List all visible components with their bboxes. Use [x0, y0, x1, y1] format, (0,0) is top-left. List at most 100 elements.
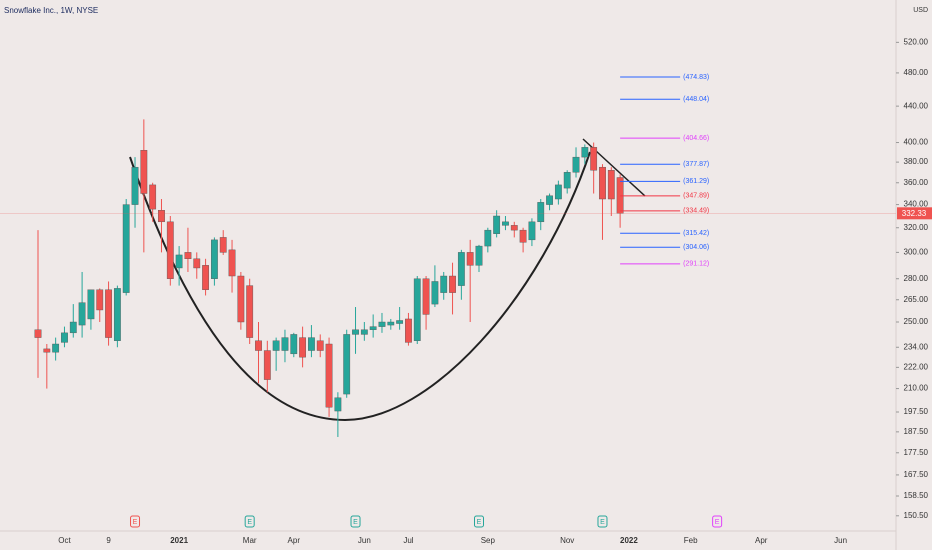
y-tick-label: 520.00: [904, 37, 929, 46]
x-tick-label: Jul: [403, 536, 413, 545]
candle-body: [299, 337, 306, 358]
earnings-label: E: [600, 519, 605, 526]
candle-body: [105, 289, 112, 338]
candle-body: [563, 172, 571, 189]
y-tick-label: 177.50: [904, 448, 929, 457]
candle-body: [396, 320, 404, 324]
x-tick-label: Jun: [834, 536, 847, 545]
candle-body: [599, 166, 606, 200]
candle-body: [431, 281, 439, 305]
candle-body: [272, 340, 280, 351]
y-tick-label: 197.50: [904, 407, 929, 416]
earnings-badge: [244, 515, 255, 528]
candle-body: [149, 184, 157, 210]
earnings-label: E: [247, 519, 252, 526]
candle-body: [246, 285, 254, 338]
candle-body: [343, 334, 351, 395]
candle-body: [554, 184, 562, 200]
candle-body: [166, 221, 174, 279]
y-tick-label: 187.50: [904, 427, 929, 436]
x-tick-label: Jun: [358, 536, 371, 545]
earnings-marker: E: [597, 515, 608, 528]
y-tick-label: 480.00: [904, 68, 929, 77]
candle-body: [193, 258, 201, 269]
candle-body: [158, 210, 165, 223]
y-tick-label: 440.00: [904, 101, 929, 110]
candle-body: [572, 156, 580, 173]
candle-body: [422, 278, 430, 315]
candle-body: [519, 229, 527, 243]
candle-body: [413, 278, 421, 341]
fib-level-label: (347.89): [683, 193, 709, 200]
candle-body: [457, 252, 465, 286]
x-tick-label: 2022: [620, 536, 638, 545]
y-tick-label: 250.00: [904, 317, 929, 326]
last-price-label: 332.33: [902, 209, 927, 218]
candle-body: [405, 318, 412, 343]
y-tick-label: 222.00: [904, 362, 929, 371]
x-tick-label: Mar: [243, 536, 257, 545]
earnings-label: E: [477, 519, 482, 526]
candle-body: [352, 329, 359, 335]
candle-body: [528, 221, 536, 241]
candle-body: [484, 229, 492, 247]
candle-body: [316, 340, 324, 351]
fib-level-label: (474.83): [683, 74, 709, 81]
y-tick-label: 210.00: [904, 384, 929, 393]
candle-body: [537, 202, 545, 223]
earnings-badge: [350, 515, 361, 528]
y-tick-label: 158.50: [904, 491, 929, 500]
earnings-marker: E: [244, 515, 255, 528]
candle-body: [237, 275, 245, 323]
candle-body: [87, 289, 95, 320]
y-tick-label: 360.00: [904, 178, 929, 187]
last-price-box: [897, 207, 932, 220]
candle-body: [202, 265, 209, 290]
earnings-label: E: [715, 519, 720, 526]
candle-body: [131, 166, 139, 205]
y-tick-label: 167.50: [904, 470, 929, 479]
candle-body: [69, 321, 77, 334]
earnings-badge: [474, 515, 484, 528]
candle-body: [61, 332, 68, 343]
fib-level-label: (315.42): [683, 230, 709, 237]
y-tick-label: 380.00: [904, 157, 929, 166]
candle-body: [210, 239, 218, 279]
candle-body: [607, 170, 615, 200]
candle-body: [52, 343, 60, 353]
candle-body: [140, 150, 148, 194]
fib-level-label: (448.04): [683, 96, 709, 103]
candle-body: [308, 337, 315, 351]
earnings-marker: E: [130, 515, 141, 528]
candle-body: [325, 343, 333, 408]
candle-body: [466, 252, 474, 266]
earnings-marker: E: [712, 515, 723, 528]
candle-body: [290, 334, 298, 355]
candle-body: [378, 321, 386, 327]
candle-body: [510, 225, 518, 231]
x-tick-label: 2021: [170, 536, 188, 545]
x-tick-label: Oct: [58, 536, 71, 545]
candle-body: [369, 326, 377, 330]
candle-body: [590, 147, 598, 171]
candle-body: [581, 147, 589, 158]
candle-body: [34, 329, 42, 338]
fib-level-label: (361.29): [683, 178, 709, 185]
y-tick-label: 280.00: [904, 274, 929, 283]
y-tick-label: 265.00: [904, 295, 929, 304]
earnings-badge: [130, 515, 141, 528]
chart-title: Snowflake Inc., 1W, NYSE: [4, 6, 98, 15]
candle-body: [281, 337, 289, 351]
candle-body: [122, 204, 130, 293]
candle-body: [387, 321, 395, 326]
candle-body: [475, 245, 483, 266]
y-tick-label: 234.00: [904, 342, 929, 351]
candle-body: [96, 289, 104, 311]
earnings-label: E: [133, 519, 138, 526]
candle-body: [255, 340, 262, 351]
currency: USD: [913, 7, 928, 14]
candle-body: [493, 215, 501, 234]
candle-body: [219, 237, 227, 253]
candle-body: [440, 275, 448, 293]
earnings-label: E: [353, 519, 358, 526]
